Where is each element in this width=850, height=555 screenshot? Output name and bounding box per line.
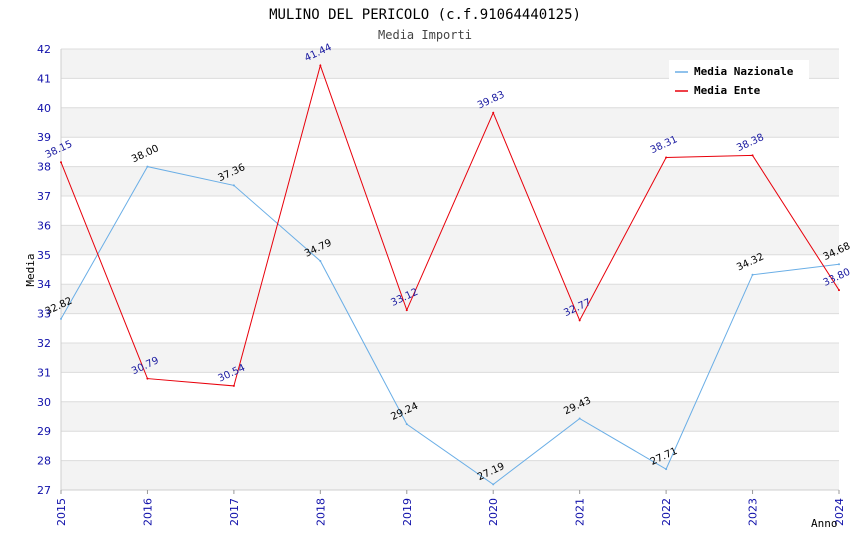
data-point xyxy=(405,309,408,312)
data-point xyxy=(146,377,149,380)
x-tick-label: 2018 xyxy=(314,498,327,526)
data-point xyxy=(838,289,840,292)
data-point xyxy=(492,111,495,114)
data-point xyxy=(751,154,754,157)
legend: Media Nazionale Media Ente xyxy=(669,60,809,101)
x-tick-label: 2020 xyxy=(487,498,500,526)
data-label: 38.00 xyxy=(130,143,161,165)
x-tick-label: 2021 xyxy=(574,498,587,526)
y-axis-label: Media xyxy=(24,253,37,286)
data-point xyxy=(60,161,62,164)
x-tick-label: 2015 xyxy=(55,498,68,526)
x-axis-label: Anno xyxy=(811,517,838,530)
data-point xyxy=(492,483,495,486)
y-tick-label: 29 xyxy=(37,425,51,438)
data-point xyxy=(146,165,149,168)
x-tick-labels: 2015 2016 2017 2018 2019 2020 2021 2022 2023 2024 xyxy=(55,498,846,526)
data-point xyxy=(232,184,235,187)
grid-band xyxy=(61,460,839,490)
y-tick-label: 39 xyxy=(37,131,51,144)
grid-band xyxy=(61,401,839,432)
data-point xyxy=(319,64,322,67)
data-point xyxy=(405,423,408,426)
y-tick-label: 42 xyxy=(37,43,51,56)
legend-box xyxy=(669,60,809,101)
grid-band xyxy=(61,225,839,255)
data-point xyxy=(578,417,581,420)
series-line-media-ente xyxy=(60,63,840,387)
data-point xyxy=(319,259,322,262)
x-tick-label: 2023 xyxy=(747,498,760,526)
data-label: 32.82 xyxy=(44,296,75,318)
y-tick-label: 30 xyxy=(37,396,51,409)
data-point xyxy=(665,468,668,471)
y-tick-label: 31 xyxy=(37,366,51,379)
y-tick-label: 35 xyxy=(37,249,51,262)
x-tick-label: 2017 xyxy=(228,498,241,526)
grid-lines xyxy=(61,48,839,491)
data-point xyxy=(232,384,235,387)
series-lines xyxy=(60,63,840,486)
axes xyxy=(60,49,840,494)
legend-label-media-nazionale: Media Nazionale xyxy=(694,65,794,78)
data-point xyxy=(60,317,62,320)
y-tick-label: 34 xyxy=(37,278,51,291)
y-tick-label: 38 xyxy=(37,161,51,174)
y-tick-label: 32 xyxy=(37,337,51,350)
chart-title: MULINO DEL PERICOLO (c.f.91064440125) xyxy=(269,7,581,23)
series-line-media-nazionale xyxy=(60,166,840,486)
legend-label-media-ente: Media Ente xyxy=(694,84,761,97)
y-tick-label: 33 xyxy=(37,308,51,321)
x-tick-label: 2024 xyxy=(833,498,846,526)
y-tick-label: 41 xyxy=(37,72,51,85)
x-tick-label: 2016 xyxy=(141,498,154,526)
grid-band xyxy=(61,107,839,138)
chart-subtitle: Media Importi xyxy=(378,28,472,42)
grid-band xyxy=(61,343,839,373)
y-tick-label: 28 xyxy=(37,455,51,468)
y-tick-label: 40 xyxy=(37,102,51,115)
grid-band xyxy=(61,284,839,314)
x-tick-label: 2019 xyxy=(401,498,414,526)
y-tick-label: 37 xyxy=(37,190,51,203)
data-point xyxy=(578,319,581,322)
grid-bands xyxy=(61,49,839,490)
y-tick-label: 27 xyxy=(37,484,51,497)
grid-band xyxy=(61,166,839,196)
y-tick-labels: 27 28 29 30 31 32 33 34 35 36 37 38 39 40 41 42 xyxy=(37,43,51,497)
data-point xyxy=(751,273,754,276)
y-tick-label: 36 xyxy=(37,219,51,232)
x-tick-label: 2022 xyxy=(660,498,673,526)
data-point xyxy=(665,156,668,159)
data-point xyxy=(838,263,840,266)
